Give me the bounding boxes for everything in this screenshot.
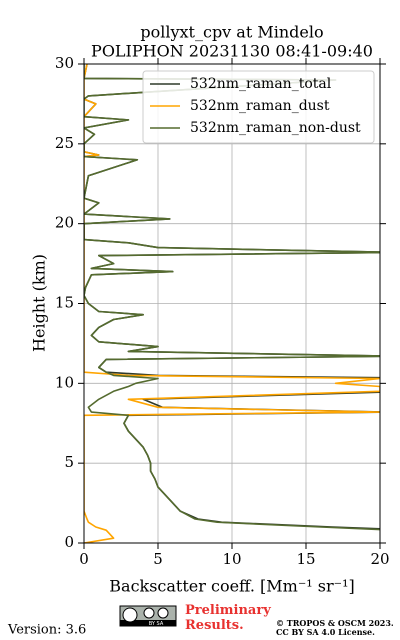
chart-subtitle: POLIPHON 20231130 08:41-09:40 [91,42,373,61]
x-tick-label: 5 [153,550,163,568]
y-tick-label: 15 [55,294,74,312]
y-tick-label: 0 [64,533,74,551]
x-tick-label: 15 [296,550,315,568]
legend-box [142,70,375,144]
y-tick-label: 10 [55,373,74,391]
x-tick-label: 10 [222,550,241,568]
y-tick-label: 5 [64,453,74,471]
license-badge-text: BY SA [149,621,164,627]
copyright: © TROPOS & OSCM 2023. [276,618,394,628]
legend-label: 532nm_raman_non-dust [190,120,361,136]
y-tick-label: 30 [55,54,74,72]
license-badge: BY SA [119,605,177,627]
x-tick-label: 0 [79,550,89,568]
profile-line [84,64,380,543]
preliminary-line1: Preliminary Results. [185,603,271,633]
x-tick-label: 20 [370,550,389,568]
license: CC BY SA 4.0 License. [276,627,375,637]
plot-area [84,64,380,543]
chart-title: pollyxt_cpv at Mindelo [140,23,323,42]
legend-label: 532nm_raman_dust [190,98,330,114]
y-tick-label: 20 [55,214,74,232]
version: Version: 3.6 [7,623,86,638]
legend: 532nm_raman_total 532nm_raman_dust 532nm_r… [142,70,375,144]
y-tick-label: 25 [55,134,74,152]
y-axis-label: Height (km) [30,254,49,352]
x-axis-label: Backscatter coeff. [Mm⁻¹ sr⁻¹] [109,577,354,596]
profile-line [84,64,380,531]
legend-label: 532nm_raman_total [190,76,332,92]
